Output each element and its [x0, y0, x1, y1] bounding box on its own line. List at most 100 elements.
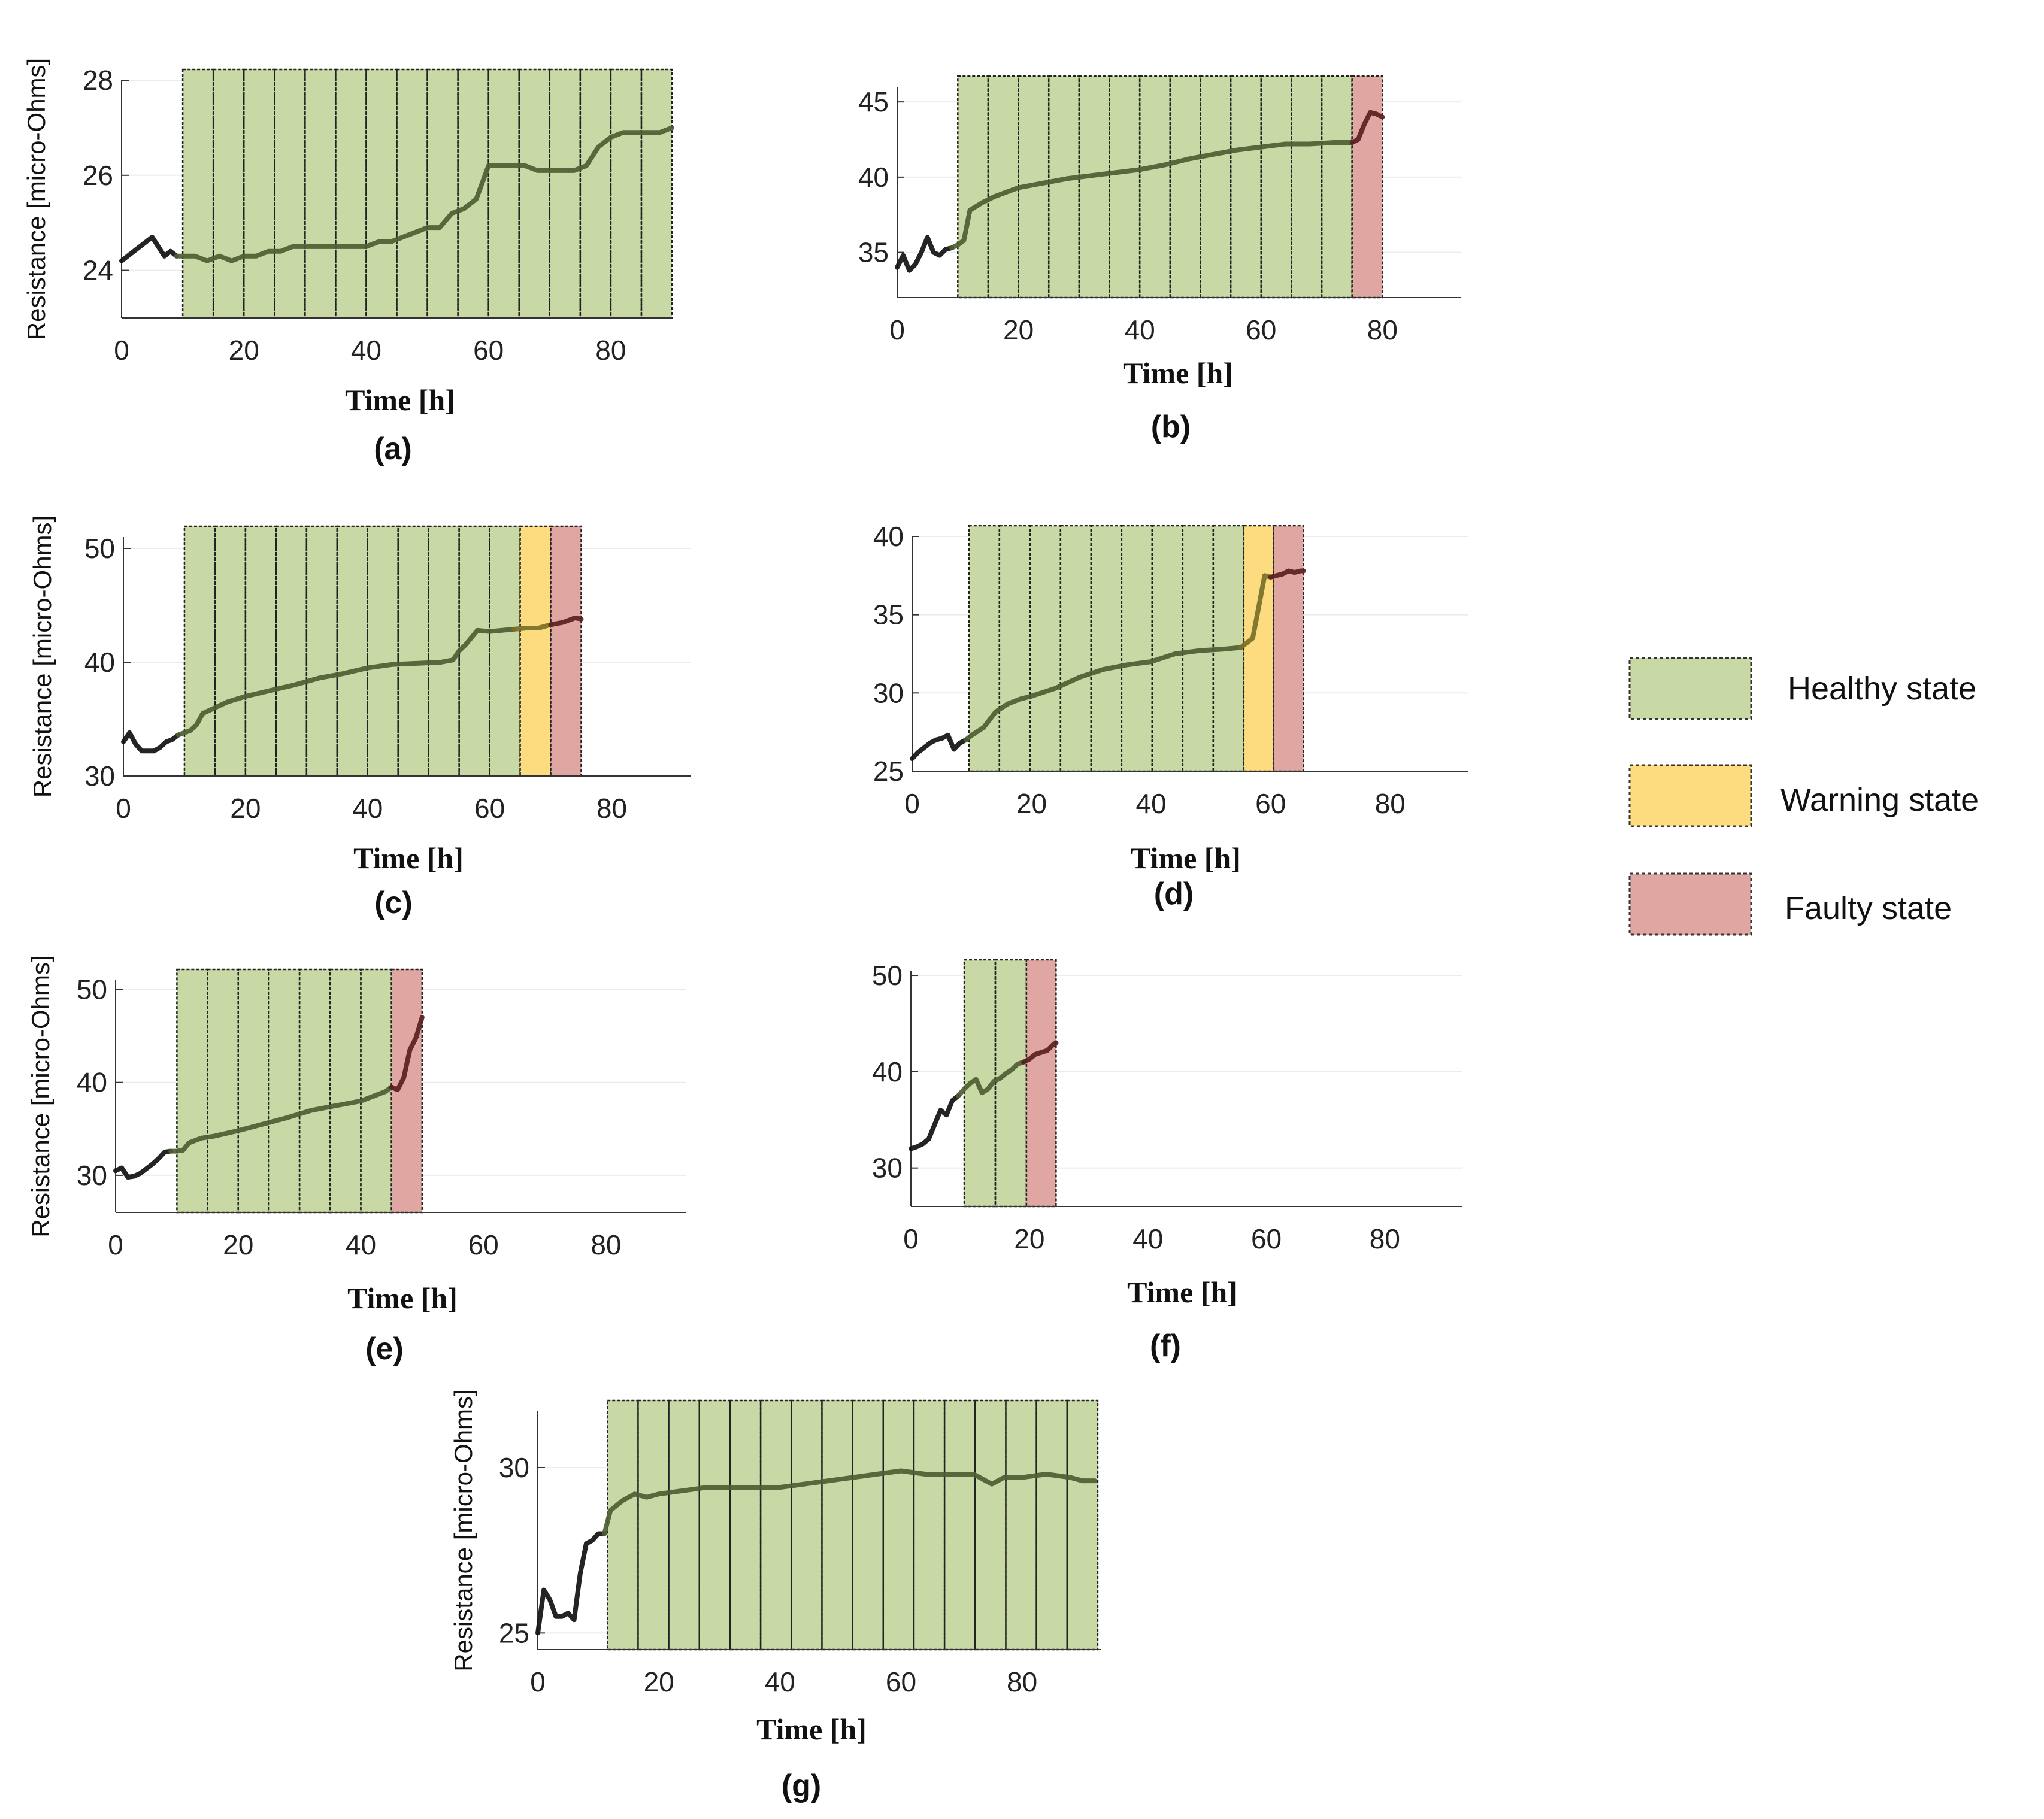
- state-cell-healthy: [458, 525, 490, 777]
- y-tick-label: 30: [499, 1452, 529, 1483]
- series-line-healthy: [963, 645, 1243, 742]
- chart-panel-e: 30 40 50 0 20 40 60 80 Time [h] Resistance [micro…: [26, 955, 686, 1366]
- series-line-healthy: [174, 125, 674, 263]
- y-tick-label: 50: [84, 533, 115, 564]
- chart-panel-f: 30 40 50 0 20 40 60 80 Time [h] (f): [872, 959, 1462, 1363]
- x-tick-label: 80: [1370, 1223, 1400, 1254]
- state-cell-faulty: [1025, 959, 1057, 1208]
- state-cell-faulty: [1351, 75, 1383, 299]
- x-tick-label: 60: [886, 1666, 916, 1697]
- state-cell-healthy: [305, 525, 338, 777]
- legend-label-healthy: Healthy state: [1788, 671, 1976, 707]
- chart-panel-g: 25 30 0 20 40 60 80 Time [h] Resistance [micro-O…: [449, 1389, 1101, 1803]
- state-band-faulty: [1352, 76, 1383, 298]
- y-tick-label: 35: [873, 599, 904, 630]
- x-tick-label: 60: [1246, 314, 1276, 345]
- x-tick-label: 40: [1125, 314, 1155, 345]
- state-cell-healthy: [1151, 525, 1184, 772]
- legend: Healthy state Warning state Faulty state: [1628, 657, 1979, 936]
- series-line-faulty: [1268, 568, 1306, 580]
- y-tick-label: 30: [77, 1160, 107, 1191]
- x-tick-label: 0: [904, 788, 920, 819]
- legend-label-faulty: Faulty state: [1785, 890, 1952, 926]
- series-line-faulty: [1021, 1040, 1059, 1065]
- y-tick-label: 35: [858, 237, 889, 268]
- x-axis-label: Time [h]: [1123, 356, 1233, 390]
- series-line-faulty: [1349, 110, 1385, 145]
- x-tick-label: 0: [108, 1229, 123, 1260]
- state-cell-healthy: [1059, 525, 1092, 772]
- x-axis-label: Time [h]: [1131, 841, 1241, 875]
- y-tick-label: 50: [77, 974, 107, 1005]
- y-tick-label: 40: [873, 521, 904, 552]
- x-tick-label: 20: [223, 1229, 253, 1260]
- x-tick-label: 20: [644, 1666, 674, 1697]
- x-tick-label: 80: [596, 793, 627, 824]
- y-axis-label: Resistance [micro-Ohms]: [449, 1389, 477, 1671]
- x-tick-label: 60: [1251, 1223, 1282, 1254]
- x-axis-label: Time [h]: [756, 1712, 867, 1746]
- panel-label: (b): [1151, 410, 1191, 444]
- y-tick-label: 45: [858, 86, 889, 117]
- legend-label-warning: Warning state: [1780, 782, 1979, 818]
- series-line-pre: [535, 1531, 607, 1636]
- state-cell-healthy: [244, 525, 277, 777]
- state-cell-healthy: [214, 525, 247, 777]
- x-tick-label: 0: [116, 793, 131, 824]
- x-axis-label: Time [h]: [345, 383, 455, 417]
- series-line-healthy: [168, 1084, 394, 1154]
- state-cell-healthy: [367, 525, 399, 777]
- state-cell-healthy: [397, 525, 429, 777]
- series-line-healthy: [602, 1468, 1097, 1536]
- x-tick-label: 60: [473, 335, 504, 366]
- x-tick-label: 20: [1016, 788, 1047, 819]
- y-tick-label: 26: [83, 160, 113, 191]
- y-axis-label: Resistance [micro-Ohms]: [28, 516, 56, 798]
- panel-label: (d): [1154, 877, 1194, 911]
- state-band-healthy: [184, 526, 520, 776]
- x-tick-label: 0: [889, 314, 905, 345]
- series-line-warning: [511, 622, 553, 632]
- x-tick-label: 20: [230, 793, 261, 824]
- state-cell-healthy: [1121, 525, 1153, 772]
- state-band-warning: [1243, 526, 1274, 771]
- y-tick-label: 40: [858, 162, 889, 193]
- state-band-warning: [520, 526, 551, 776]
- x-tick-label: 80: [595, 335, 626, 366]
- panel-label: (e): [365, 1332, 404, 1366]
- x-tick-label: 40: [1136, 788, 1167, 819]
- y-tick-label: 30: [873, 677, 904, 708]
- chart-panel-c: 30 40 50 0 20 40 60 80 Time [h] Resistance [micro…: [28, 516, 691, 920]
- panel-label: (g): [782, 1769, 821, 1803]
- y-tick-label: 40: [84, 647, 115, 678]
- series-line-pre: [121, 730, 181, 754]
- y-tick-label: 30: [84, 760, 115, 792]
- legend-swatch-warning: [1628, 764, 1752, 827]
- series-line-faulty: [548, 615, 584, 627]
- state-band-faulty: [1273, 526, 1304, 771]
- series-line-pre: [910, 732, 968, 762]
- series-line-pre: [895, 235, 955, 273]
- state-cell-healthy: [183, 525, 216, 777]
- chart-panel-b: 35 40 45 0 20 40 60 80 Time [h] (b): [858, 75, 1461, 444]
- x-tick-label: 0: [903, 1223, 919, 1254]
- x-tick-label: 60: [474, 793, 505, 824]
- state-band-faulty: [550, 526, 582, 776]
- state-band-faulty: [1026, 960, 1056, 1206]
- series-line-pre: [909, 1093, 961, 1151]
- panel-label: (f): [1150, 1329, 1181, 1363]
- series-line-healthy: [956, 1059, 1026, 1099]
- state-cell-faulty: [550, 525, 582, 777]
- y-tick-label: 25: [499, 1617, 529, 1648]
- x-tick-label: 40: [351, 335, 381, 366]
- panels: 24 26 28 0 20 40 60 80 Time [h] Resistance [micro…: [22, 58, 1468, 1803]
- x-tick-label: 40: [1132, 1223, 1163, 1254]
- x-tick-label: 80: [1367, 314, 1398, 345]
- x-axis-label: Time [h]: [353, 841, 464, 875]
- y-axis-label: Resistance [micro-Ohms]: [22, 58, 50, 340]
- y-tick-label: 40: [872, 1056, 903, 1087]
- series-line-pre: [119, 235, 179, 263]
- y-tick-label: 30: [872, 1153, 903, 1184]
- x-tick-label: 0: [530, 1666, 546, 1697]
